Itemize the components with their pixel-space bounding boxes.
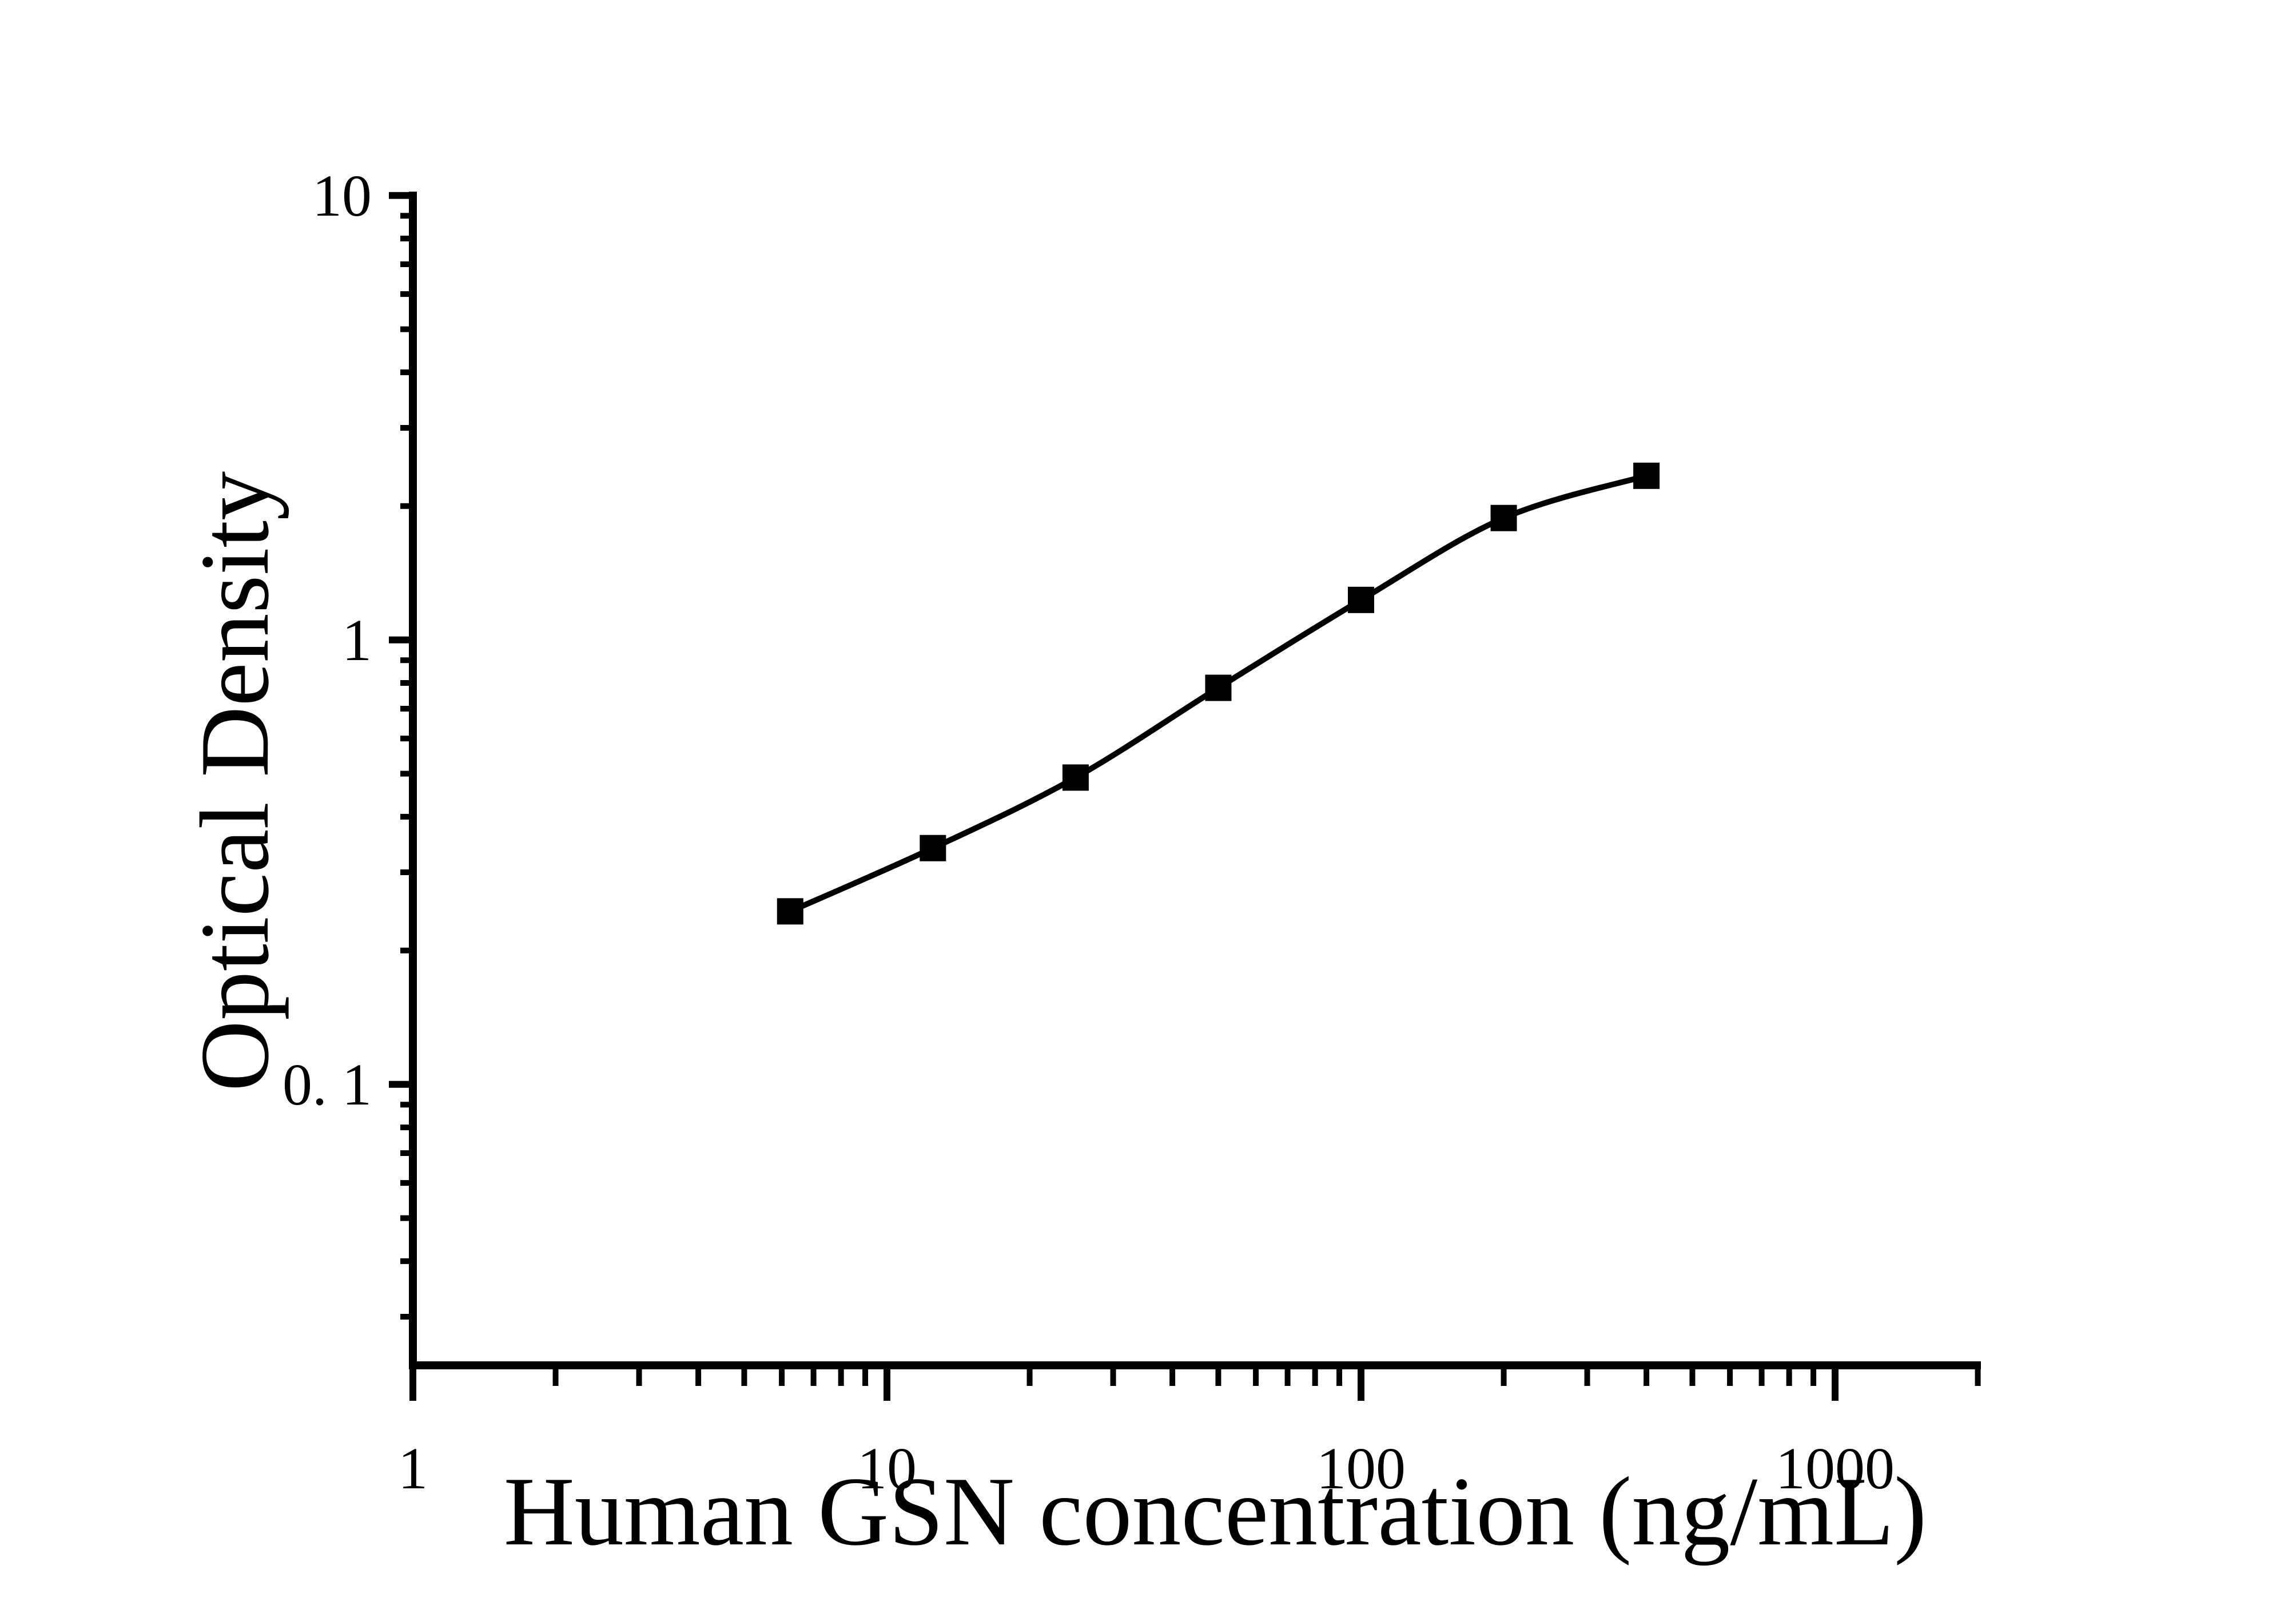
axes xyxy=(409,192,1981,1369)
data-point-marker xyxy=(1205,674,1232,701)
y-tick-label-10: 10 xyxy=(312,163,372,229)
x-tick-label-10: 10 xyxy=(857,1436,917,1501)
y-tick-label-0-1: 0. 1 xyxy=(282,1052,372,1118)
data-point-marker xyxy=(1348,586,1374,613)
x-tick-label-100: 100 xyxy=(1316,1436,1406,1501)
x-axis-tick-labels: 1 10 100 1000 xyxy=(398,1436,1895,1501)
x-axis-title: Human GSN concentration (ng/mL) xyxy=(504,1457,1927,1566)
x-tick-label-1: 1 xyxy=(398,1436,428,1501)
data-point-marker xyxy=(1062,764,1089,791)
data-point-markers xyxy=(777,462,1660,925)
x-tick-label-1000: 1000 xyxy=(1776,1436,1895,1501)
data-point-marker xyxy=(1490,504,1517,531)
data-point-marker xyxy=(1633,462,1660,489)
y-axis-ticks xyxy=(389,192,413,1320)
y-axis-title: Optical Density xyxy=(181,471,289,1091)
y-axis-tick-labels: 10 1 0. 1 xyxy=(282,163,372,1118)
data-point-marker xyxy=(777,898,803,925)
data-point-marker xyxy=(920,835,946,861)
x-axis-ticks xyxy=(409,1365,1981,1401)
y-tick-label-1: 1 xyxy=(342,607,372,673)
